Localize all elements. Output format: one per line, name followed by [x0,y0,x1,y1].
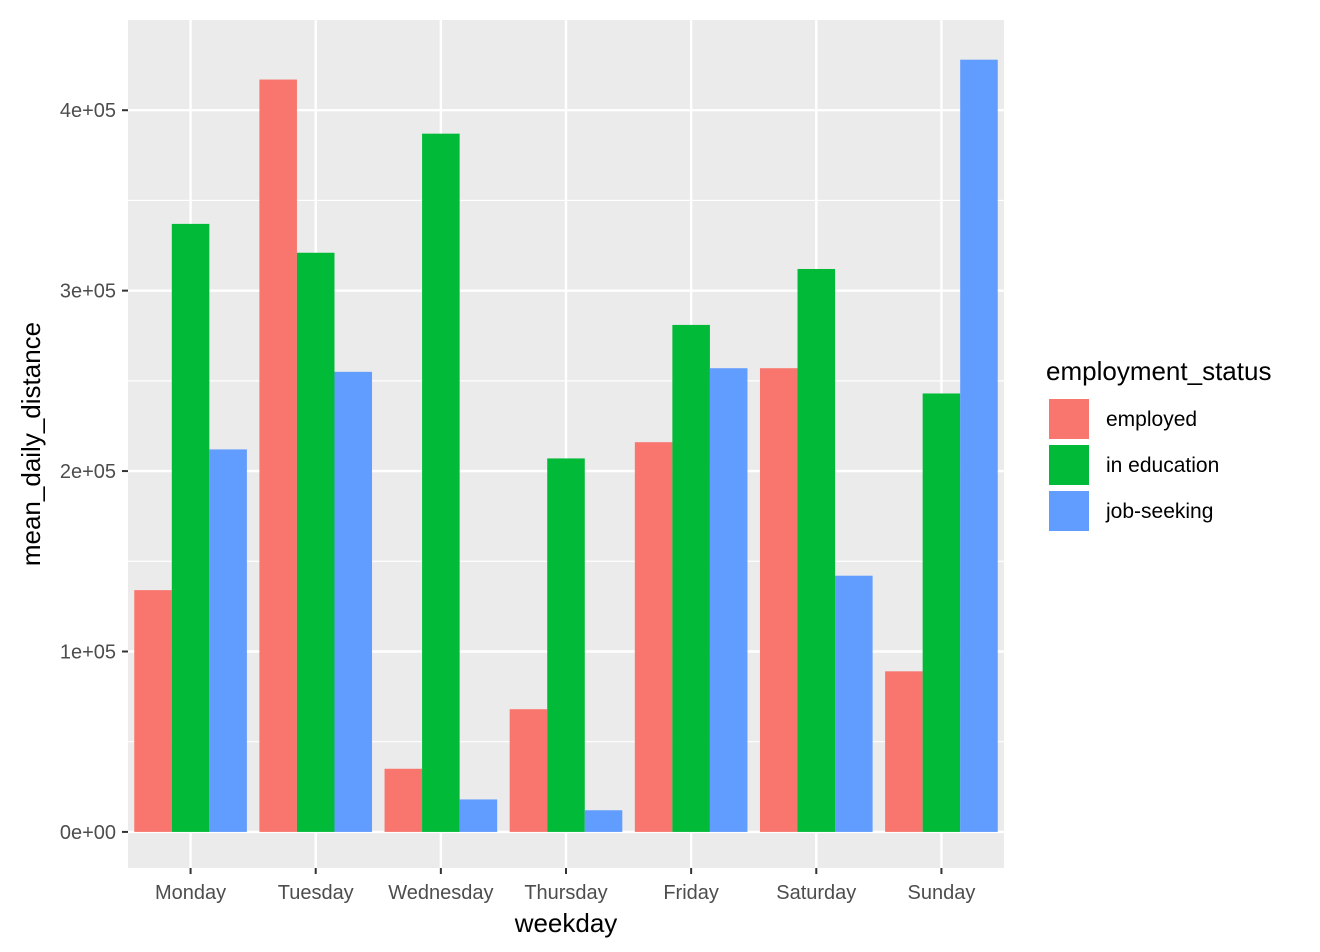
y-axis-title: mean_daily_distance [16,322,46,566]
bar-job-seeking-sunday [960,59,998,832]
legend-label: job-seeking [1105,500,1213,523]
bar-in-education-friday [672,324,710,832]
bar-job-seeking-monday [209,449,247,832]
bar-in-education-sunday [922,393,961,832]
bar-employed-friday [634,442,673,832]
legend-key-employed [1047,397,1091,441]
bar-in-education-saturday [797,268,836,832]
legend-label: employed [1106,408,1197,431]
y-tick-label: 3e+05 [60,281,116,303]
bar-job-seeking-tuesday [334,371,373,832]
x-tick-label: Monday [155,882,226,904]
bar-in-education-wednesday [422,133,460,832]
bar-in-education-thursday [547,458,585,832]
x-tick-label: Saturday [776,882,856,904]
legend-label: in education [1106,454,1219,477]
y-tick-label: 0e+00 [60,822,116,844]
bar-employed-thursday [509,709,548,832]
x-axis: Monday Tuesday Wednesday Thursday Friday Satu… [155,868,975,904]
legend-key-in-education [1047,443,1091,487]
bar-job-seeking-wednesday [459,799,498,832]
bar-employed-sunday [885,671,923,832]
bar-job-seeking-thursday [584,810,623,832]
bars [134,59,998,832]
x-tick-label: Wednesday [388,882,493,904]
bar-job-seeking-friday [709,368,748,832]
y-tick-label: 1e+05 [60,641,116,663]
x-tick-label: Tuesday [278,882,354,904]
legend-key-job-seeking [1047,489,1091,533]
x-tick-label: Thursday [524,882,607,904]
bar-employed-saturday [759,368,798,832]
bar-employed-wednesday [384,768,423,832]
legend-title: employment_status [1046,356,1271,386]
bar-in-education-monday [171,223,210,832]
y-axis: 0e+00 1e+05 2e+05 3e+05 4e+05 [60,100,128,844]
legend: employment_status employed in education jo… [1046,356,1271,533]
x-axis-title: weekday [514,908,618,938]
bar-in-education-tuesday [296,252,335,832]
bar-employed-monday [134,590,172,832]
y-tick-label: 4e+05 [60,100,116,122]
x-tick-label: Sunday [908,882,976,904]
x-tick-label: Friday [663,882,719,904]
bar-employed-tuesday [259,79,297,832]
y-tick-label: 2e+05 [60,461,116,483]
bar-job-seeking-saturday [835,575,873,832]
